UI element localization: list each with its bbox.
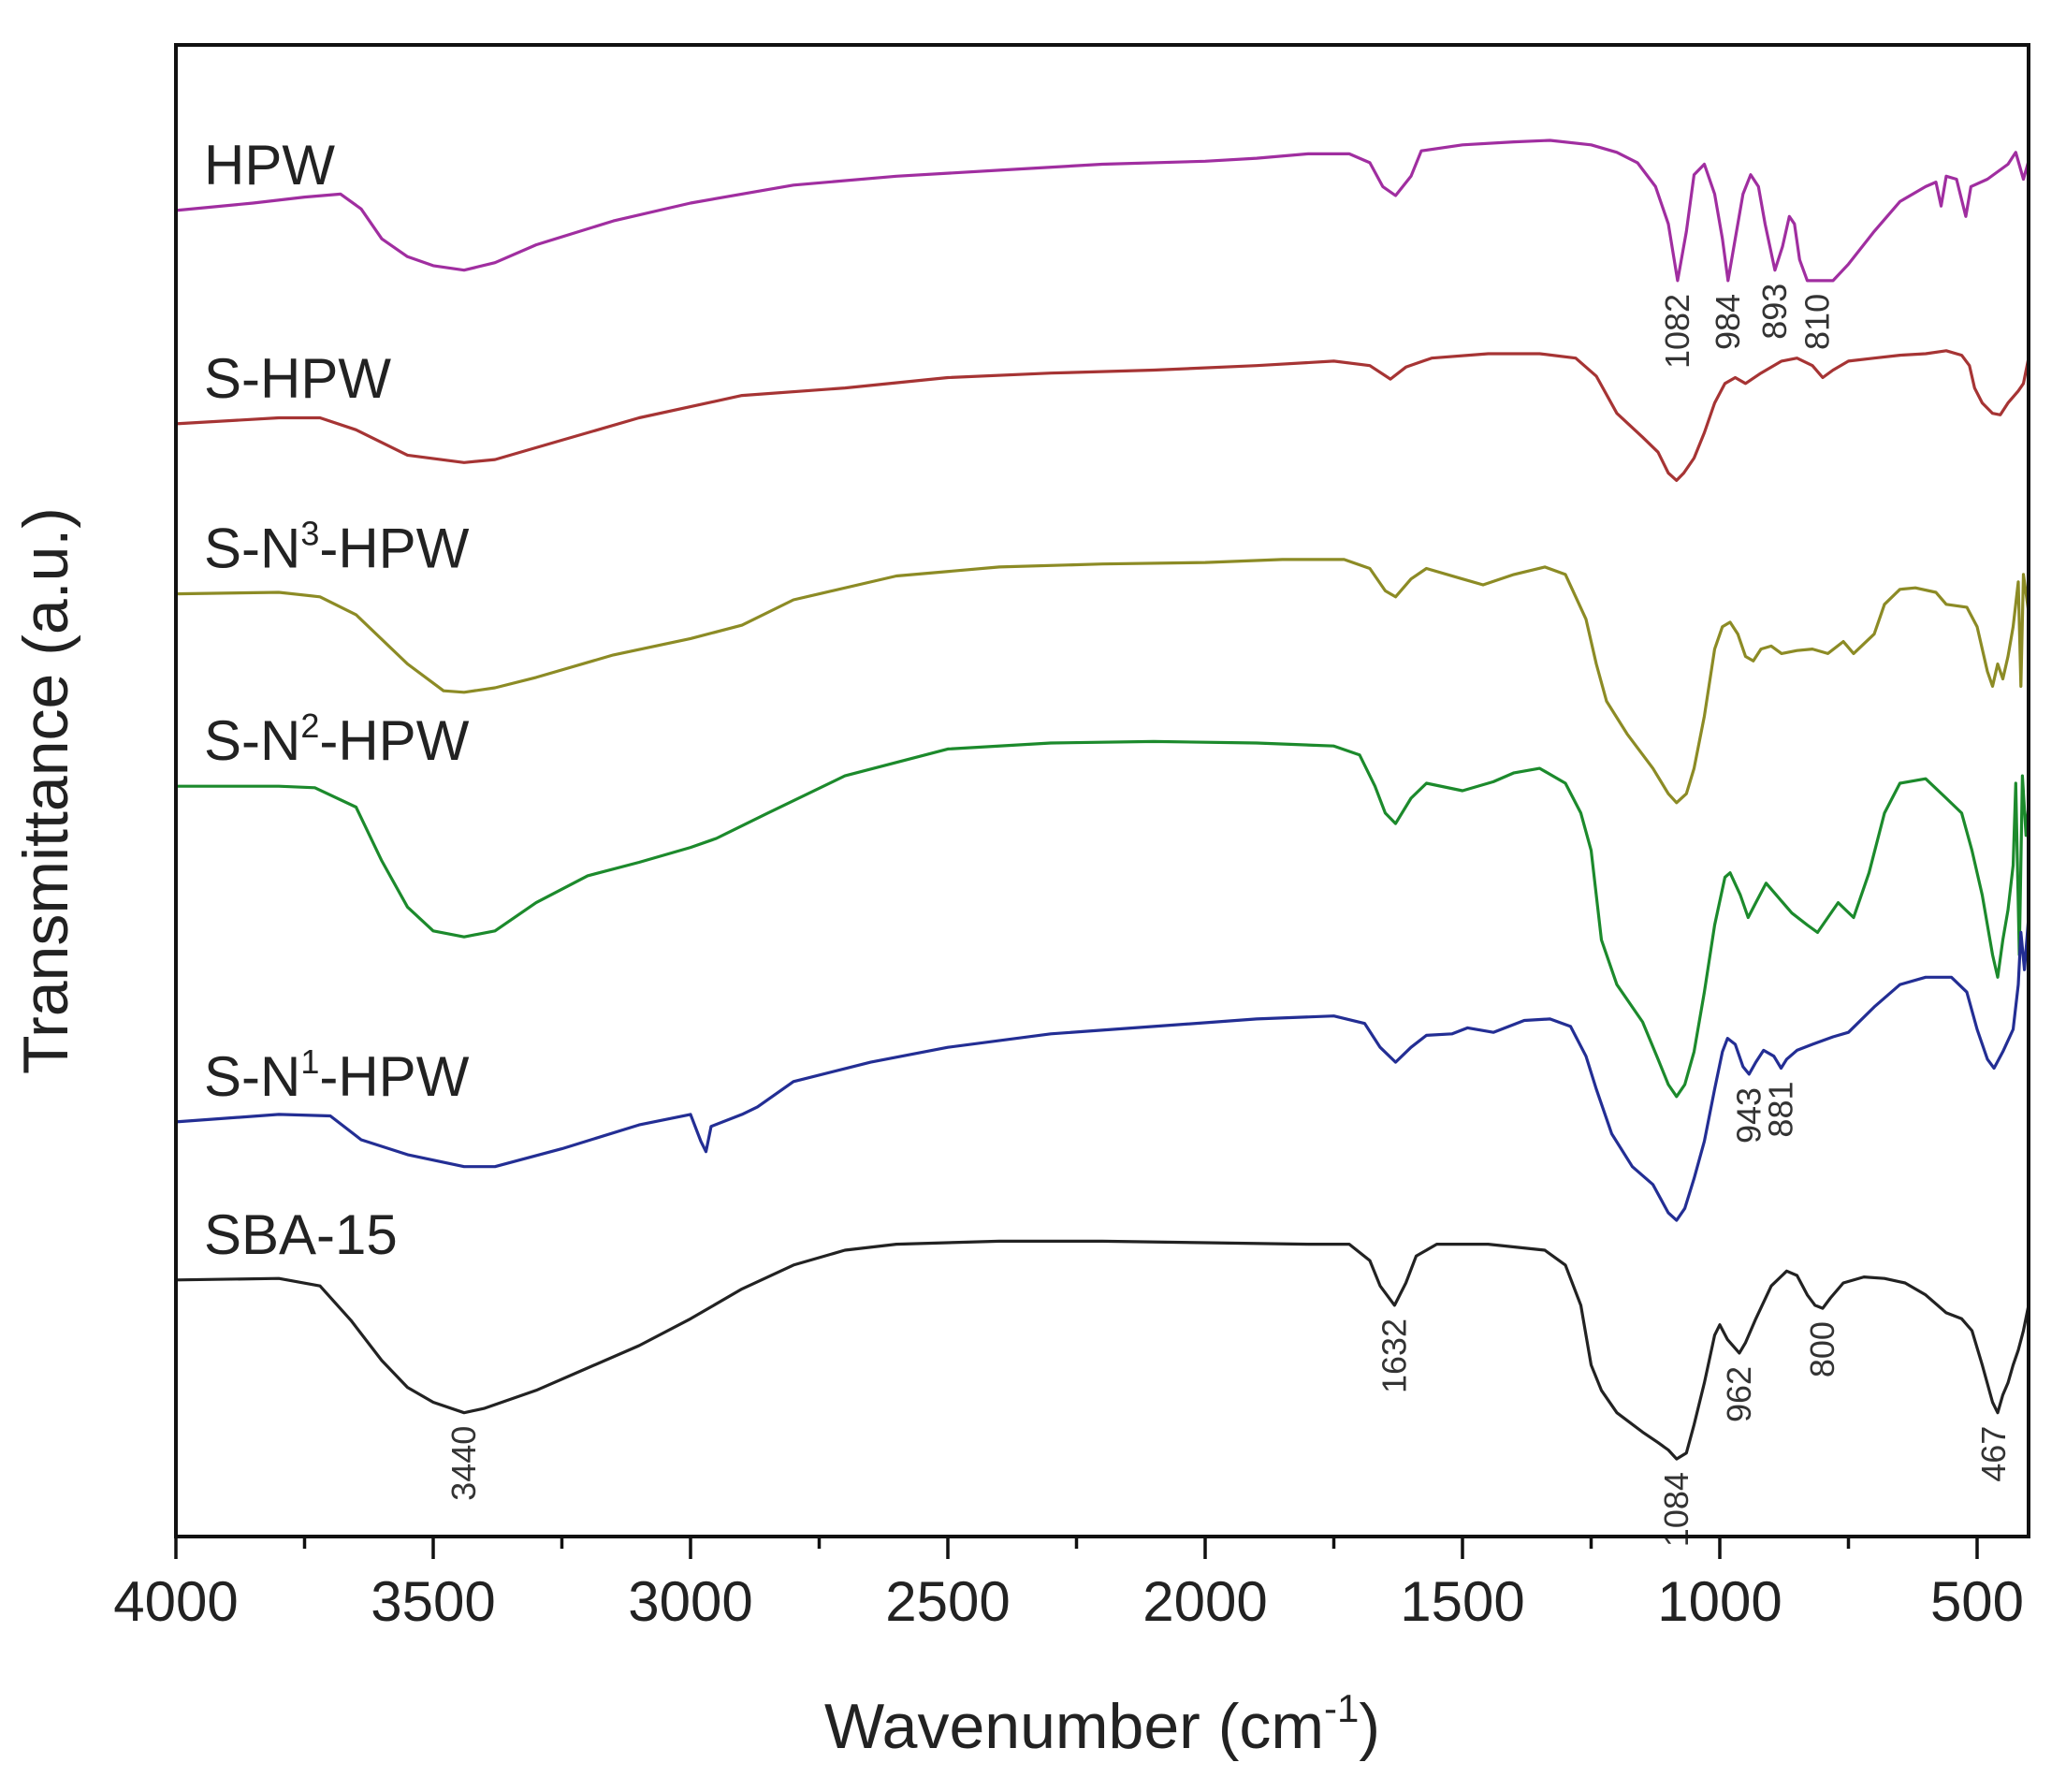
- x-tick-label-500: 500: [1930, 1570, 2024, 1633]
- x-tick-label-3000: 3000: [628, 1570, 752, 1633]
- series-lines: [175, 138, 2030, 1461]
- peak-label-984: 984: [1709, 294, 1747, 350]
- peak-label-1084: 1084: [1657, 1472, 1695, 1547]
- y-axis-title: Transmittance (a.u.): [10, 507, 81, 1074]
- x-tick-label-3500: 3500: [371, 1570, 495, 1633]
- peak-label-962: 962: [1720, 1366, 1758, 1422]
- peak-label-1632: 1632: [1375, 1319, 1413, 1393]
- peak-label-881: 881: [1762, 1082, 1800, 1138]
- series-line-s-hpw: [175, 349, 2030, 482]
- series-line-sba-15: [175, 1239, 2030, 1461]
- series-label-s-n3-hpw: S-N3-HPW: [204, 515, 470, 580]
- series-line-hpw: [175, 138, 2030, 283]
- x-tick-label-1000: 1000: [1657, 1570, 1782, 1633]
- peak-label-943: 943: [1729, 1087, 1768, 1144]
- x-axis-ticks: 4000 3500 3000 2500 2000 1500 1000 500: [113, 1537, 2024, 1633]
- peak-label-467: 467: [1974, 1426, 2013, 1482]
- series-label-hpw: HPW: [204, 134, 335, 197]
- series-label-s-hpw: S-HPW: [204, 347, 391, 410]
- series-line-s-n1-hpw: [175, 917, 2030, 1222]
- plot-frame: [174, 43, 2030, 1538]
- series-label-sba-15: SBA-15: [204, 1203, 398, 1266]
- peak-label-810: 810: [1798, 294, 1837, 350]
- x-tick-label-4000: 4000: [113, 1570, 238, 1633]
- series-label-s-n2-hpw: S-N2-HPW: [204, 707, 470, 772]
- series-labels: HPW S-HPW S-N3-HPW S-N2-HPW S-N1-HPW SBA-15: [204, 134, 470, 1266]
- x-tick-label-2000: 2000: [1142, 1570, 1267, 1633]
- x-axis-title: Wavenumber (cm-1): [824, 1686, 1380, 1762]
- x-tick-label-1500: 1500: [1400, 1570, 1524, 1633]
- peak-label-893: 893: [1755, 284, 1794, 340]
- peak-label-1082: 1082: [1658, 294, 1696, 369]
- peak-label-800: 800: [1803, 1321, 1841, 1377]
- peak-label-3440: 3440: [444, 1426, 483, 1501]
- series-label-s-n1-hpw: S-N1-HPW: [204, 1042, 470, 1108]
- x-tick-label-2500: 2500: [885, 1570, 1010, 1633]
- series-line-s-n3-hpw: [175, 558, 2030, 805]
- series-line-s-n2-hpw: [176, 739, 2030, 1099]
